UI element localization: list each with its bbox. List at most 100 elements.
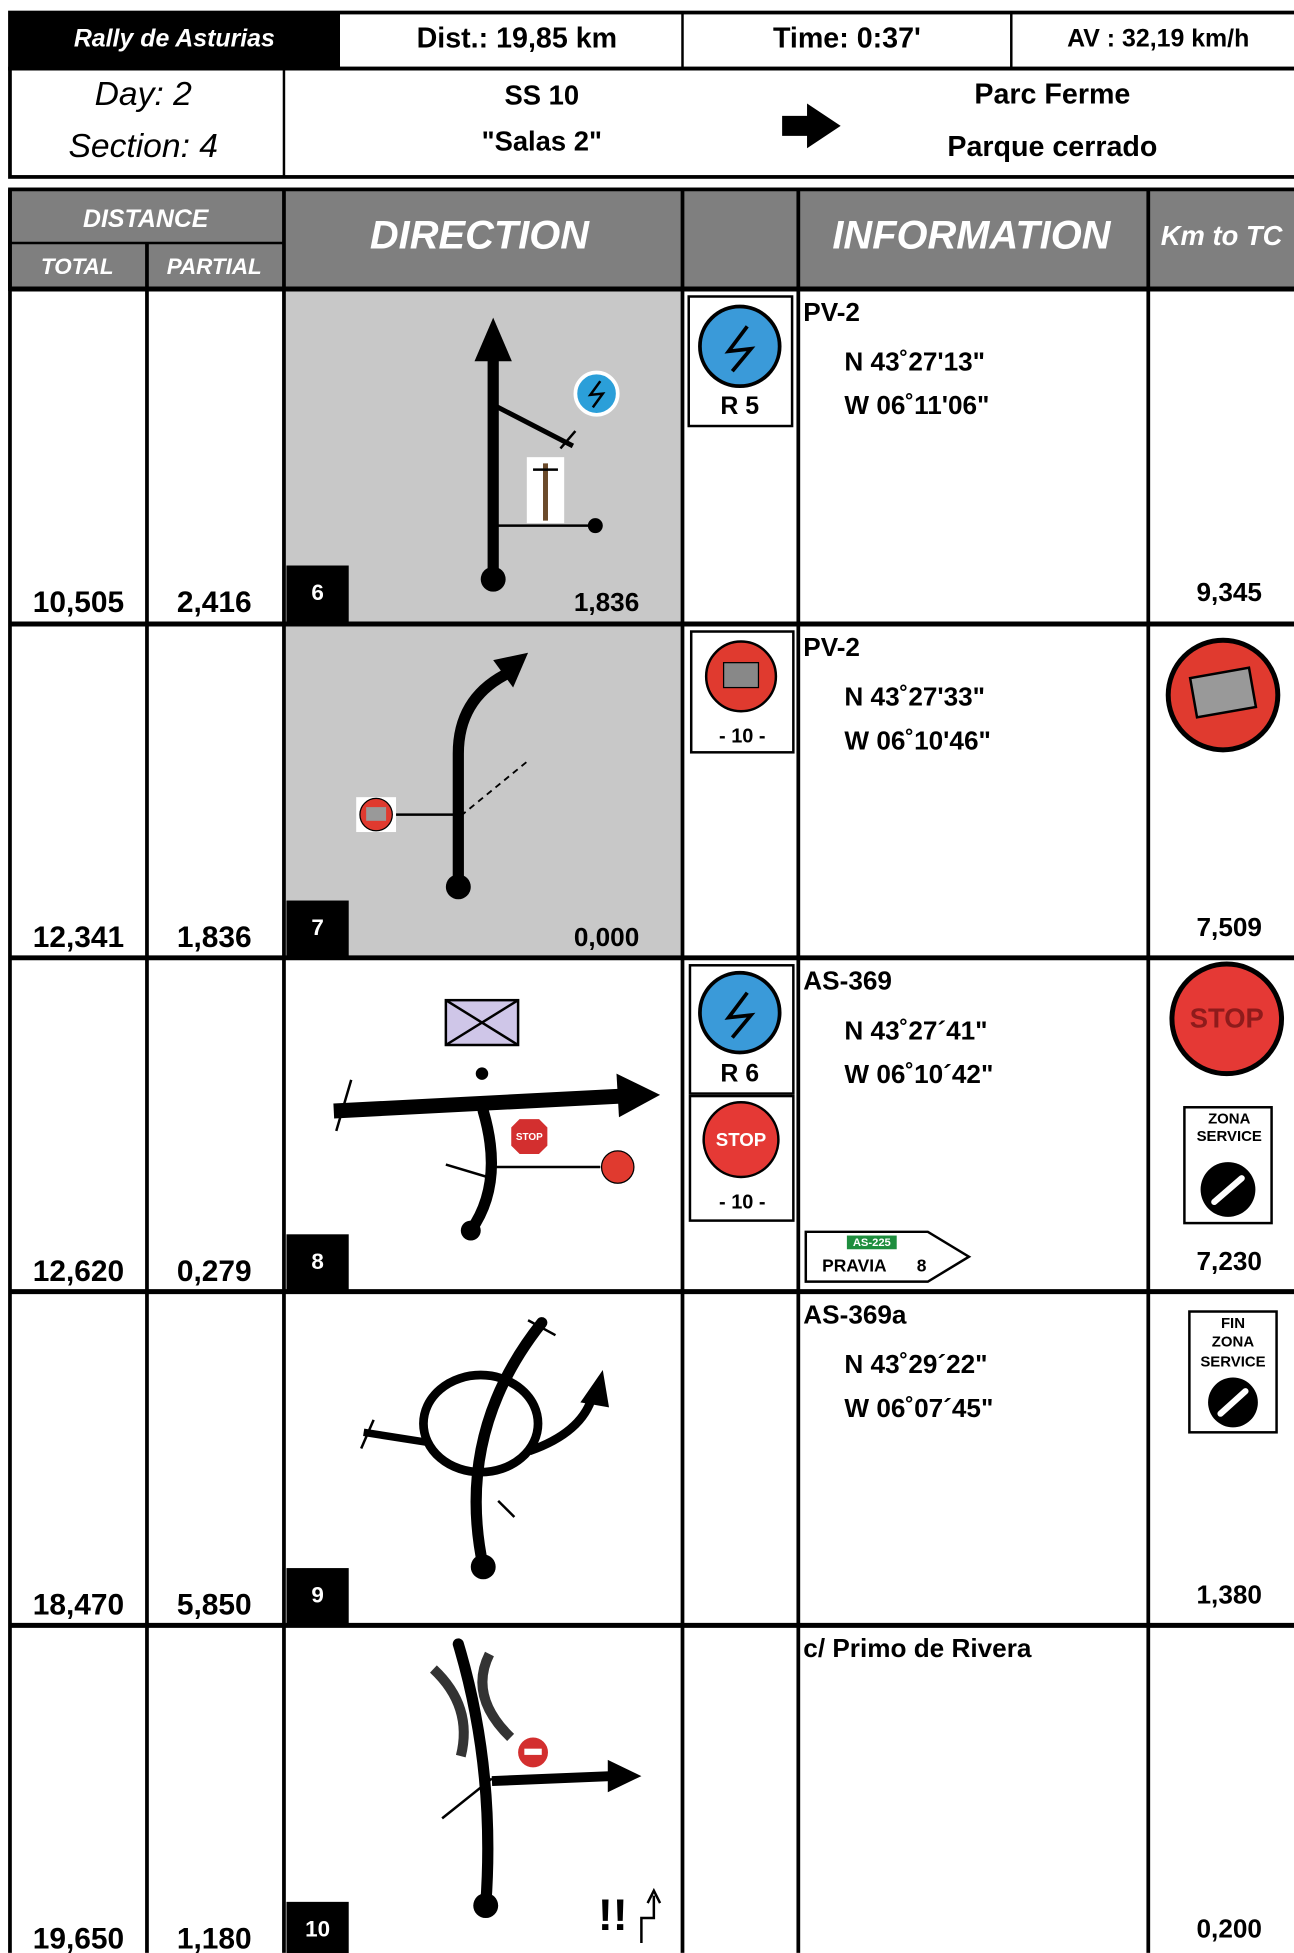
diagram-label: !! bbox=[598, 1889, 628, 1940]
km-to-tc: 9,345 bbox=[1197, 577, 1262, 607]
table-header: DISTANCE TOTAL PARTIAL DIRECTION INFORMA… bbox=[8, 187, 1294, 291]
diagram-circle bbox=[702, 1101, 780, 1179]
diagram-label: STOP bbox=[516, 1132, 543, 1143]
number-box bbox=[286, 1901, 349, 1953]
stage: SS 10 bbox=[504, 79, 579, 110]
event: Rally de Asturias bbox=[74, 25, 275, 53]
diagram-line bbox=[527, 1319, 557, 1337]
diagram-path bbox=[452, 669, 511, 893]
table-grid bbox=[8, 189, 1294, 1953]
diagram-circle bbox=[587, 518, 603, 534]
diagram bbox=[360, 1310, 1278, 1580]
diagram-path bbox=[429, 1665, 469, 1758]
diagram-rect bbox=[524, 1748, 542, 1755]
partial: 2,416 bbox=[177, 586, 252, 619]
diagram-circle bbox=[460, 1220, 481, 1241]
sign-label: - 10 - bbox=[719, 726, 765, 748]
diagram-polygon bbox=[616, 1073, 661, 1118]
diagram-rect bbox=[1188, 666, 1258, 719]
diagram-line bbox=[1211, 1175, 1245, 1206]
diagram bbox=[333, 961, 1285, 1283]
total: 12,620 bbox=[33, 1255, 124, 1288]
diagram-path bbox=[640, 1887, 662, 1943]
partial: 0,279 bbox=[177, 1255, 252, 1288]
header-rect bbox=[8, 66, 1294, 179]
header-polygon bbox=[782, 103, 841, 149]
diagram-path bbox=[452, 1638, 494, 1912]
diagram-path bbox=[724, 991, 756, 1039]
road: c/ Primo de Rivera bbox=[803, 1633, 1032, 1663]
box-number: 6 bbox=[311, 580, 323, 605]
road: PV-2 bbox=[803, 632, 860, 662]
km-to-tc: 0,200 bbox=[1197, 1913, 1262, 1943]
diagram-circle bbox=[698, 304, 782, 389]
sign-label: R 6 bbox=[720, 1059, 759, 1087]
diagram-line bbox=[1217, 1388, 1249, 1417]
diagram-polygon bbox=[474, 317, 512, 362]
diagram-path bbox=[470, 1317, 548, 1573]
number-box bbox=[286, 1568, 349, 1626]
destination: Parque cerrado bbox=[947, 131, 1157, 163]
diagram-circle bbox=[475, 1067, 489, 1080]
diagram-polygon bbox=[580, 1370, 610, 1408]
diagram-circle bbox=[600, 1150, 635, 1184]
road-sign-label: 8 bbox=[917, 1255, 927, 1275]
road: PV-2 bbox=[803, 297, 860, 327]
latitude: N 43˚27´41" bbox=[844, 1015, 987, 1045]
road-sign-label: PRAVIA bbox=[822, 1255, 887, 1275]
number-box bbox=[286, 900, 349, 958]
rows: 10,505 2,416 6 1,836 PV-2 N 43˚27'13" W 06˚11'… bbox=[33, 297, 1262, 1953]
partial: 5,850 bbox=[177, 1589, 252, 1622]
road: AS-369a bbox=[803, 1299, 907, 1329]
diagram-line bbox=[460, 759, 530, 817]
road: AS-369 bbox=[803, 966, 892, 996]
tc-label: FIN bbox=[1221, 1315, 1245, 1332]
diagram-line bbox=[497, 1499, 516, 1518]
diagram-line bbox=[492, 402, 575, 449]
longitude: W 06˚10´42" bbox=[844, 1059, 993, 1089]
latitude: N 43˚27'13" bbox=[844, 347, 985, 377]
diagram-circle bbox=[470, 1554, 496, 1580]
diagram-rect bbox=[846, 1235, 897, 1250]
longitude: W 06˚07´45" bbox=[844, 1393, 993, 1423]
tc-label: STOP bbox=[1190, 1002, 1264, 1033]
diagram-rect bbox=[366, 807, 387, 821]
day: Day: 2 bbox=[95, 76, 192, 113]
latitude: N 43˚29´22" bbox=[844, 1349, 987, 1379]
diagram-polygon bbox=[607, 1759, 642, 1793]
next-partial: 1,836 bbox=[574, 587, 639, 617]
diagram bbox=[474, 295, 794, 592]
destination: Parc Ferme bbox=[974, 79, 1130, 111]
average: AV : 32,19 km/h bbox=[1067, 25, 1249, 53]
diagram-line bbox=[491, 1771, 613, 1787]
diagram-line bbox=[360, 1419, 375, 1450]
total: 19,650 bbox=[33, 1922, 124, 1953]
km-to-tc: 7,509 bbox=[1197, 912, 1262, 942]
diagram-path bbox=[465, 1105, 497, 1237]
column-header: PARTIAL bbox=[167, 254, 262, 279]
diagram-circle bbox=[445, 874, 471, 900]
box-number: 9 bbox=[311, 1583, 323, 1608]
longitude: W 06˚10'46" bbox=[844, 725, 990, 755]
cell-shade bbox=[285, 626, 682, 957]
sign-label: - 10 - bbox=[719, 1191, 765, 1213]
stage-name: "Salas 2" bbox=[482, 126, 602, 157]
column-header: INFORMATION bbox=[832, 213, 1111, 257]
diagram-circle bbox=[480, 566, 506, 592]
diagram-line bbox=[559, 430, 577, 450]
total: 10,505 bbox=[33, 586, 124, 619]
road-sign-label: AS-225 bbox=[853, 1237, 891, 1249]
total: 18,470 bbox=[33, 1589, 124, 1622]
tc-label: ZONA bbox=[1208, 1111, 1251, 1128]
diagram-line bbox=[445, 1163, 497, 1181]
sign-label: STOP bbox=[716, 1129, 767, 1150]
tc-label: ZONA bbox=[1212, 1334, 1255, 1351]
diagram-path bbox=[804, 1230, 972, 1283]
diagram-line bbox=[441, 1777, 493, 1820]
partial: 1,180 bbox=[177, 1922, 252, 1953]
km-to-tc: 1,380 bbox=[1197, 1580, 1262, 1610]
header-rect bbox=[9, 12, 339, 69]
sign-texts: R 5 - 10 - R 6 STOP - 10 - STOP AS-225 P… bbox=[516, 392, 1266, 1940]
section: Section: 4 bbox=[68, 128, 217, 165]
distance: Dist.: 19,85 km bbox=[417, 23, 617, 55]
